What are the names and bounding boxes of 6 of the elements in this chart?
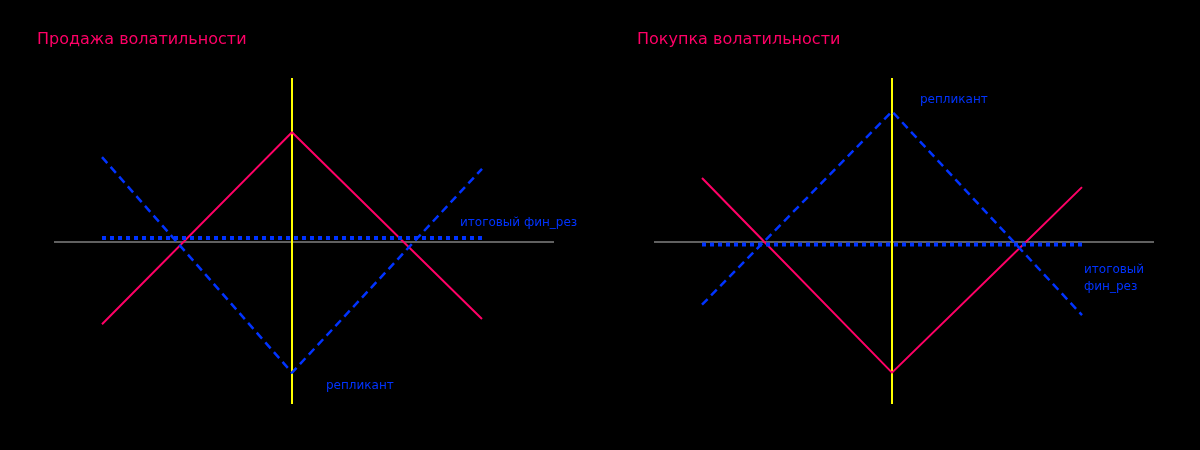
chart-title: Продажа волатильности: [37, 29, 247, 48]
chart-title: Покупка волатильности: [637, 29, 841, 48]
series-label: репликант: [920, 92, 988, 107]
text: репликант: [326, 377, 394, 392]
series-label: итоговый фин_рез: [1084, 261, 1145, 293]
series-label: итоговый фин_рез: [460, 215, 578, 230]
